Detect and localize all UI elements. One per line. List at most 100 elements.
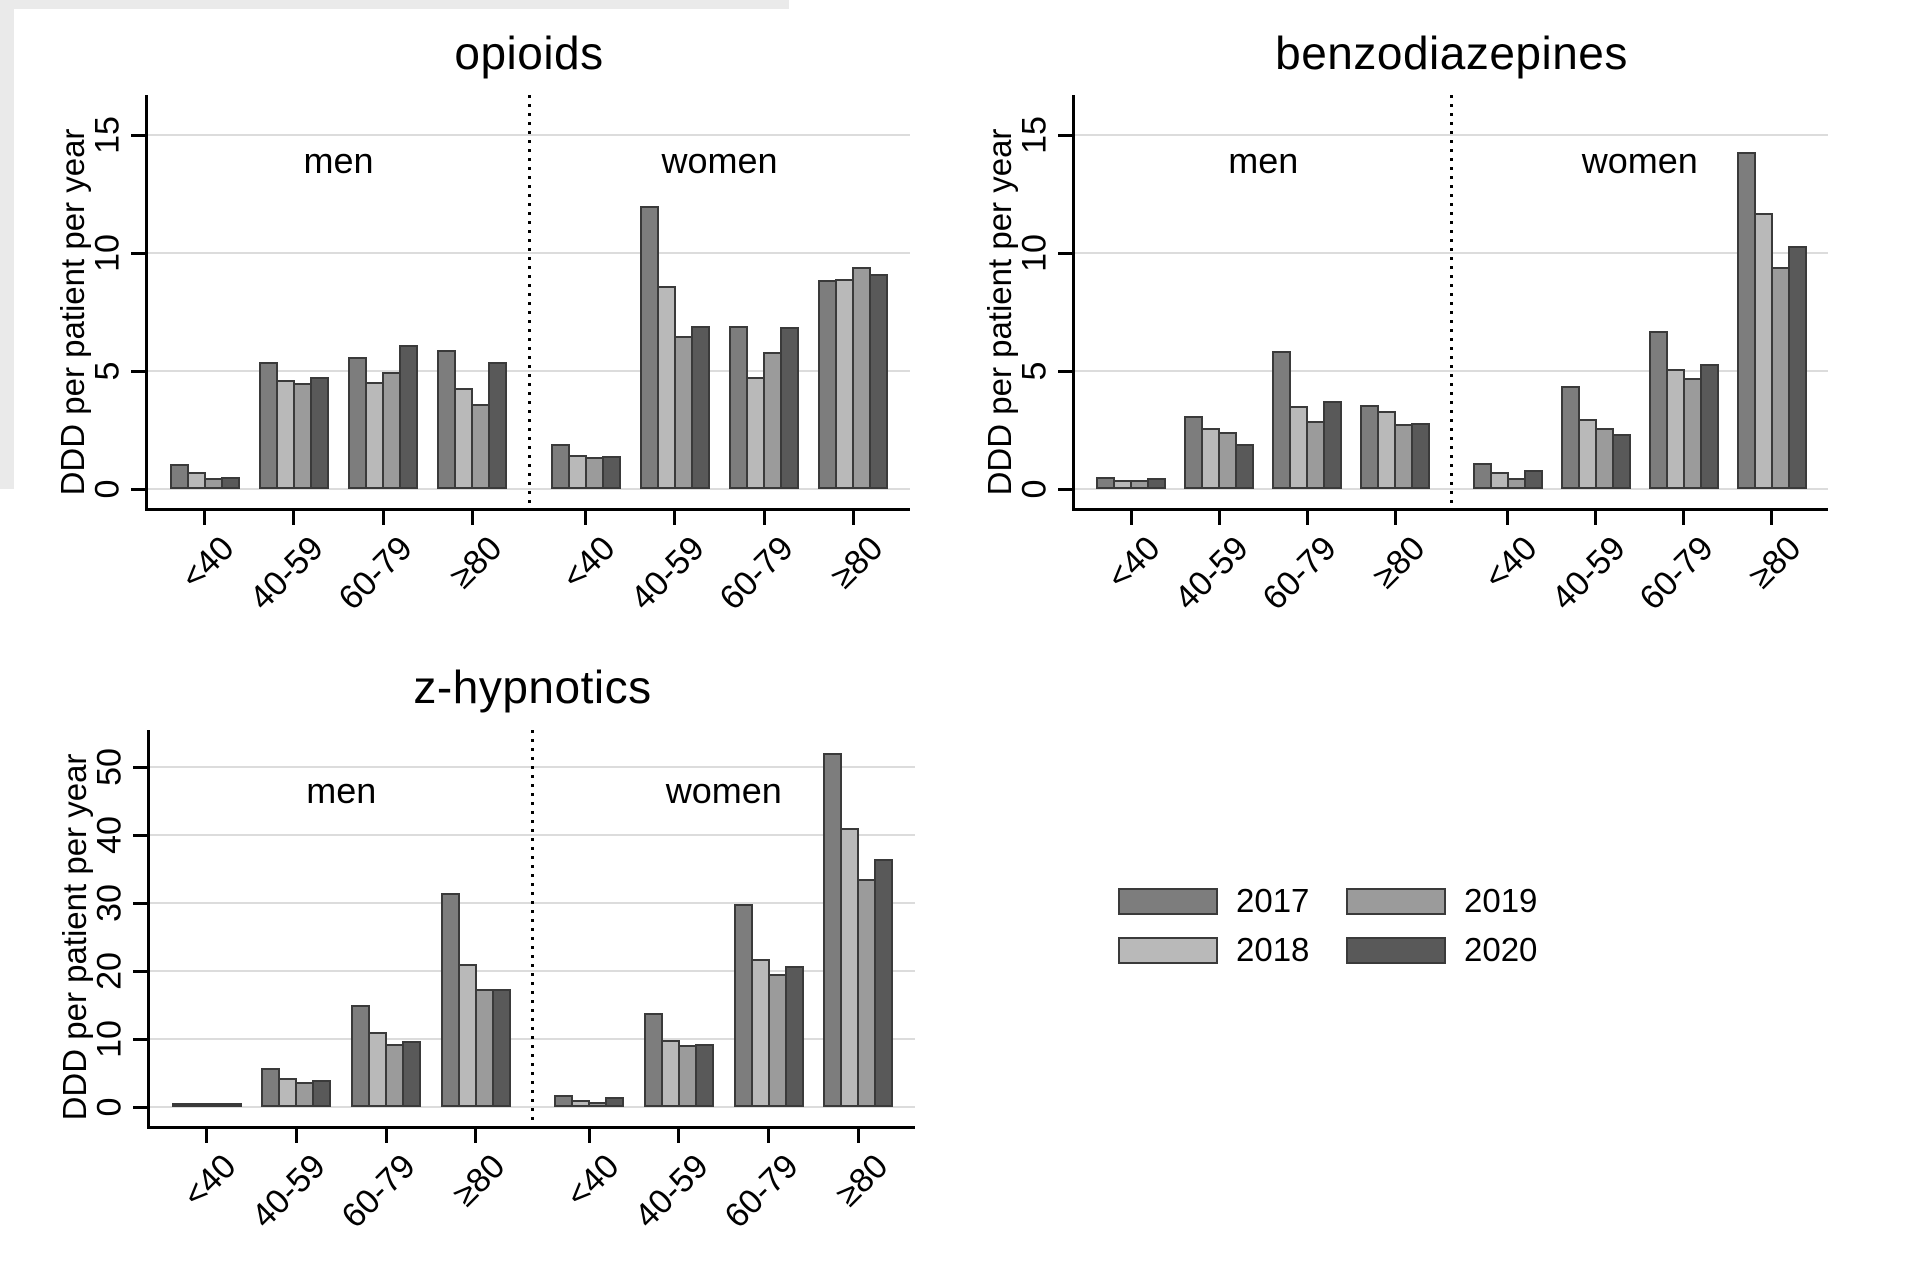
x-tick-benzodiazepines-women-2 xyxy=(1682,511,1686,525)
x-tick-opioids-women-1 xyxy=(673,511,677,525)
x-tick-label-opioids-men-2-text: 60-79 xyxy=(331,529,420,618)
bar-opioids-women-1-2020 xyxy=(690,326,710,489)
x-tick-label-benzodiazepines-men-1-text: 40-59 xyxy=(1167,529,1257,618)
x-tick-label-opioids-women-0-text: <40 xyxy=(554,529,623,597)
bar-benzodiazepines-women-1-2020 xyxy=(1611,433,1631,489)
x-tick-opioids-men-0 xyxy=(203,511,207,525)
y-tick-z-hypnotics-30 xyxy=(133,901,147,905)
y-tick-z-hypnotics-0 xyxy=(133,1105,147,1109)
y-tick-benzodiazepines-0 xyxy=(1058,487,1072,491)
bar-opioids-men-1-2020 xyxy=(309,376,329,489)
x-tick-benzodiazepines-women-1 xyxy=(1594,511,1598,525)
x-axis-spine-opioids xyxy=(145,508,910,511)
legend-column-1: 2017 2018 xyxy=(1118,882,1320,969)
y-tick-z-hypnotics-40 xyxy=(133,833,147,837)
y-tick-benzodiazepines-15 xyxy=(1058,133,1072,137)
y-tick-opioids-0 xyxy=(131,487,145,491)
bar-benzodiazepines-men-0-2020 xyxy=(1147,478,1167,489)
y-axis-title-z-hypnotics-text: DDD per patient per year xyxy=(56,753,93,1121)
bar-z-hypnotics-women-2-2020 xyxy=(784,966,804,1107)
x-tick-z-hypnotics-men-1 xyxy=(294,1129,298,1143)
bar-opioids-women-3-2020 xyxy=(869,274,889,489)
legend-swatch-2019 xyxy=(1346,887,1446,915)
x-tick-label-z-hypnotics-men-3-text: ≥80 xyxy=(445,1147,513,1214)
bar-z-hypnotics-men-3-2020 xyxy=(491,989,511,1107)
bar-group-opioids-men-3 xyxy=(428,349,517,489)
bar-group-z-hypnotics-men-1 xyxy=(252,1068,342,1107)
x-tick-label-benzodiazepines-men-0-text: <40 xyxy=(1100,529,1168,597)
legend-label-2019: 2019 xyxy=(1464,882,1538,919)
section-label-benzodiazepines-men: men xyxy=(1228,140,1299,181)
bar-area-benzodiazepines-women xyxy=(1452,95,1829,489)
x-tick-label-benzodiazepines-women-2-text: 60-79 xyxy=(1632,529,1721,618)
x-tick-label-opioids-men-1-text: 40-59 xyxy=(242,529,331,618)
y-tick-label-opioids-0-text: 0 xyxy=(88,479,127,499)
bar-group-opioids-women-2 xyxy=(720,326,809,489)
y-tick-z-hypnotics-50 xyxy=(133,765,147,769)
x-tick-label-z-hypnotics-women-3-text: ≥80 xyxy=(828,1147,896,1214)
x-tick-label-z-hypnotics-men-1-text: 40-59 xyxy=(244,1147,334,1236)
x-tick-opioids-women-2 xyxy=(762,511,766,525)
y-tick-z-hypnotics-20 xyxy=(133,969,147,973)
bar-z-hypnotics-women-1-2020 xyxy=(694,1044,714,1107)
bar-benzodiazepines-men-2-2020 xyxy=(1323,400,1343,489)
y-tick-opioids-15 xyxy=(131,133,145,137)
bar-group-opioids-women-0 xyxy=(541,444,630,489)
y-axis-spine-benzodiazepines xyxy=(1072,95,1075,511)
bar-z-hypnotics-men-2-2020 xyxy=(402,1041,422,1107)
y-tick-label-z-hypnotics-50-text: 50 xyxy=(90,748,129,786)
x-tick-z-hypnotics-women-3 xyxy=(856,1129,860,1143)
bar-area-benzodiazepines-men xyxy=(1075,95,1452,489)
bar-benzodiazepines-women-0-2020 xyxy=(1523,470,1543,489)
bar-group-benzodiazepines-men-3 xyxy=(1351,405,1439,489)
bar-group-z-hypnotics-women-2 xyxy=(724,904,814,1107)
bar-opioids-women-2-2020 xyxy=(780,327,800,489)
y-tick-benzodiazepines-10 xyxy=(1058,251,1072,255)
bar-area-opioids-men xyxy=(148,95,529,489)
x-tick-z-hypnotics-men-0 xyxy=(205,1129,209,1143)
legend-label-2020: 2020 xyxy=(1464,931,1538,968)
y-tick-label-benzodiazepines-15-text: 15 xyxy=(1015,116,1054,154)
bar-group-opioids-men-1 xyxy=(249,361,338,489)
y-tick-label-z-hypnotics-20-text: 20 xyxy=(90,952,129,990)
legend-label-2017: 2017 xyxy=(1236,882,1310,919)
x-tick-label-z-hypnotics-men-2-text: 60-79 xyxy=(334,1147,423,1236)
y-tick-opioids-10 xyxy=(131,251,145,255)
x-tick-label-benzodiazepines-men-2-text: 60-79 xyxy=(1255,529,1345,618)
section-label-opioids-men: men xyxy=(303,140,374,181)
page-edge-top xyxy=(0,0,789,9)
bar-benzodiazepines-women-3-2020 xyxy=(1787,245,1807,489)
bar-area-opioids-women xyxy=(529,95,910,489)
y-tick-label-benzodiazepines-5-text: 5 xyxy=(1015,361,1054,381)
section-divider-benzodiazepines xyxy=(1450,95,1453,508)
bar-group-opioids-men-0 xyxy=(160,464,249,489)
x-tick-label-benzodiazepines-women-3-text: ≥80 xyxy=(1741,529,1809,596)
legend-item-2020: 2020 xyxy=(1346,931,1548,969)
x-tick-benzodiazepines-women-0 xyxy=(1506,511,1510,525)
bar-group-opioids-women-1 xyxy=(630,205,719,489)
bar-benzodiazepines-men-3-2020 xyxy=(1411,422,1431,489)
bar-group-opioids-women-3 xyxy=(809,267,898,489)
y-axis-title-opioids-text: DDD per patient per year xyxy=(54,128,91,496)
x-tick-opioids-women-3 xyxy=(851,511,855,525)
x-tick-benzodiazepines-men-1 xyxy=(1217,511,1221,525)
x-axis-spine-benzodiazepines xyxy=(1072,508,1828,511)
legend-swatch-2017 xyxy=(1118,887,1218,915)
x-tick-label-benzodiazepines-women-0-text: <40 xyxy=(1476,529,1545,597)
y-tick-label-z-hypnotics-0-text: 0 xyxy=(90,1097,129,1117)
legend-item-2017: 2017 xyxy=(1118,882,1320,920)
bar-opioids-women-0-2020 xyxy=(601,455,621,489)
legend-item-2019: 2019 xyxy=(1346,882,1548,920)
x-axis-spine-z-hypnotics xyxy=(147,1126,915,1129)
x-tick-label-z-hypnotics-women-2-text: 60-79 xyxy=(717,1147,806,1236)
x-tick-label-z-hypnotics-men-0-text: <40 xyxy=(176,1147,244,1215)
x-tick-label-opioids-women-3-text: ≥80 xyxy=(823,529,891,596)
x-tick-benzodiazepines-men-2 xyxy=(1305,511,1309,525)
section-label-z-hypnotics-women: women xyxy=(665,770,782,811)
bar-benzodiazepines-men-1-2020 xyxy=(1235,444,1255,489)
bar-area-z-hypnotics-men xyxy=(150,730,533,1107)
x-tick-label-opioids-men-0-text: <40 xyxy=(173,529,242,597)
bar-area-z-hypnotics-women xyxy=(533,730,916,1107)
page-edge-left xyxy=(0,0,14,489)
y-axis-spine-z-hypnotics xyxy=(147,730,150,1129)
